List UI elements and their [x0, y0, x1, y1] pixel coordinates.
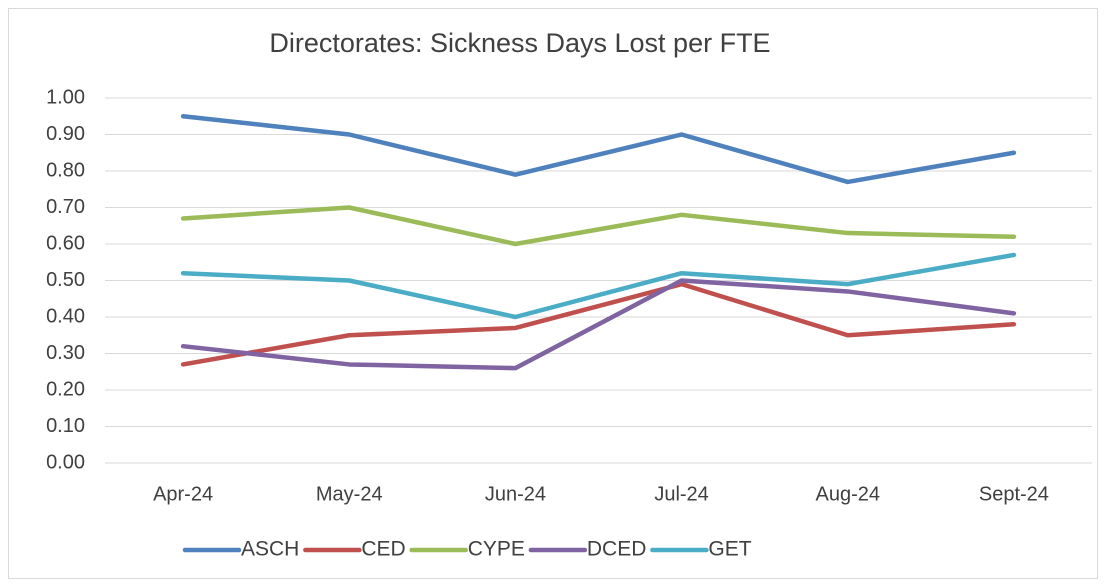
y-tick-label: 1.00	[46, 86, 85, 108]
y-tick-label: 0.00	[46, 451, 85, 473]
x-tick-label: Aug-24	[816, 483, 881, 505]
x-tick-label: May-24	[316, 483, 383, 505]
series-line	[180, 114, 1017, 185]
series-line	[180, 252, 1017, 320]
legend-label: DCED	[587, 538, 647, 561]
y-tick-label: 0.80	[46, 159, 85, 181]
legend-label: GET	[708, 538, 751, 561]
y-tick-label: 0.10	[46, 415, 85, 437]
x-tick-label: Apr-24	[153, 483, 213, 505]
series-line	[180, 205, 1017, 247]
y-tick-label: 0.50	[46, 269, 85, 291]
y-tick-label: 0.20	[46, 378, 85, 400]
series-line	[180, 278, 1017, 371]
y-tick-label: 0.30	[46, 342, 85, 364]
x-tick-label: Sept-24	[979, 483, 1049, 505]
series-line	[180, 281, 1017, 367]
y-tick-label: 0.90	[46, 123, 85, 145]
y-tick-label: 0.40	[46, 305, 85, 327]
chart-title: Directorates: Sickness Days Lost per FTE	[269, 28, 770, 58]
legend-label: CYPE	[468, 538, 525, 561]
legend-label: ASCH	[241, 538, 299, 561]
x-tick-label: Jun-24	[485, 483, 546, 505]
x-tick-label: Jul-24	[654, 483, 708, 505]
chart-frame	[8, 8, 1098, 579]
y-tick-label: 0.60	[46, 232, 85, 254]
legend-label: CED	[361, 538, 405, 561]
y-tick-label: 0.70	[46, 196, 85, 218]
